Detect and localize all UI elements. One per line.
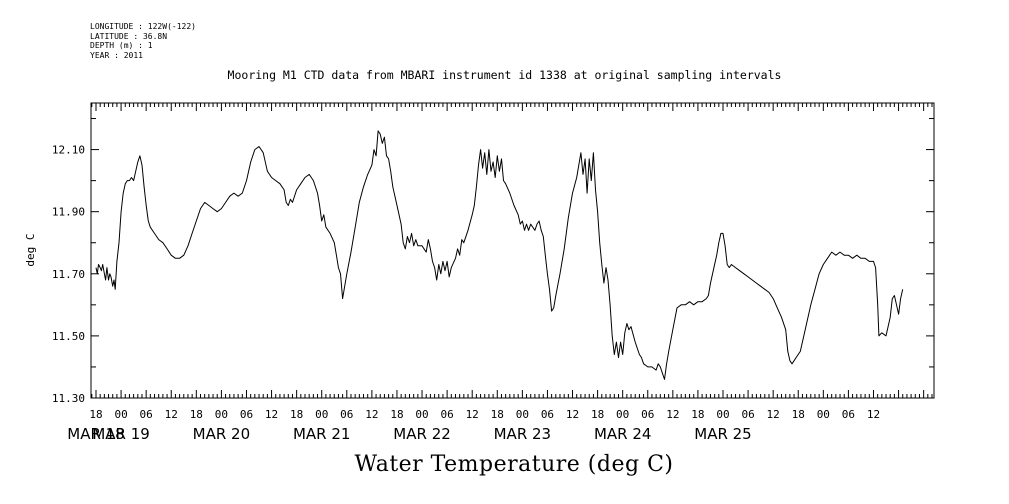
x-hour-tick-label: 06 [741, 408, 754, 421]
x-day-label: MAR 20 [193, 425, 250, 443]
x-hour-tick-label: 12 [265, 408, 278, 421]
x-hour-tick-label: 12 [767, 408, 780, 421]
x-hour-tick-label: 18 [792, 408, 805, 421]
x-hour-tick-label: 18 [491, 408, 504, 421]
x-day-label: MAR 24 [594, 425, 651, 443]
x-hour-tick-label: 00 [415, 408, 428, 421]
x-day-label: MAR 21 [293, 425, 350, 443]
x-hour-tick-label: 00 [215, 408, 228, 421]
year-text: YEAR : 2011 [90, 50, 143, 60]
x-hour-tick-label: 18 [290, 408, 303, 421]
x-hour-tick-label: 00 [616, 408, 629, 421]
x-hour-tick-label: 18 [591, 408, 604, 421]
x-hour-tick-label: 06 [641, 408, 654, 421]
series-line-water-temperature [95, 130, 904, 380]
x-hour-tick-label: 00 [716, 408, 729, 421]
plot-frame [90, 102, 935, 399]
x-day-label: MAR 23 [494, 425, 551, 443]
y-tick-label: 11.50 [52, 330, 85, 343]
x-hour-tick-label: 12 [867, 408, 880, 421]
x-hour-tick-label: 06 [541, 408, 554, 421]
y-tick-label: 11.70 [52, 268, 85, 281]
x-hour-tick-label: 06 [440, 408, 453, 421]
x-hour-tick-label: 12 [566, 408, 579, 421]
x-hour-tick-label: 00 [315, 408, 328, 421]
x-hour-tick-label: 12 [666, 408, 679, 421]
depth-text: DEPTH (m) : 1 [90, 41, 153, 50]
x-hour-tick-label: 00 [114, 408, 127, 421]
x-hour-tick-label: 06 [842, 408, 855, 421]
x-day-label: MAR 19 [92, 425, 149, 443]
y-tick-label: 11.30 [52, 392, 85, 405]
x-hour-tick-label: 12 [365, 408, 378, 421]
chart-title: Mooring M1 CTD data from MBARI instrumen… [227, 68, 782, 82]
y-tick-label: 12.10 [52, 144, 85, 157]
y-axis-label: deg C [24, 233, 37, 266]
x-hour-tick-label: 06 [340, 408, 353, 421]
x-hour-tick-label: 12 [466, 408, 479, 421]
x-axis-title: Water Temperature (deg C) [354, 452, 674, 477]
header-info: LONGITUDE : 122W(-122) LATITUDE : 36.8N … [90, 22, 196, 60]
x-day-label: MAR 18 [67, 425, 124, 443]
x-hour-tick-label: 00 [817, 408, 830, 421]
x-day-label: MAR 22 [393, 425, 450, 443]
x-hour-tick-label: 12 [165, 408, 178, 421]
x-hour-tick-label: 18 [390, 408, 403, 421]
x-hour-tick-label: 18 [89, 408, 102, 421]
x-hour-tick-label: 06 [240, 408, 253, 421]
x-hour-tick-label: 06 [140, 408, 153, 421]
x-day-label: MAR 25 [694, 425, 751, 443]
y-tick-label: 11.90 [52, 206, 85, 219]
x-hour-tick-label: 18 [691, 408, 704, 421]
x-hour-tick-label: 00 [516, 408, 529, 421]
x-hour-tick-label: 18 [190, 408, 203, 421]
latitude-text: LATITUDE : 36.8N [90, 31, 168, 41]
longitude-text: LONGITUDE : 122W(-122) [90, 22, 196, 31]
